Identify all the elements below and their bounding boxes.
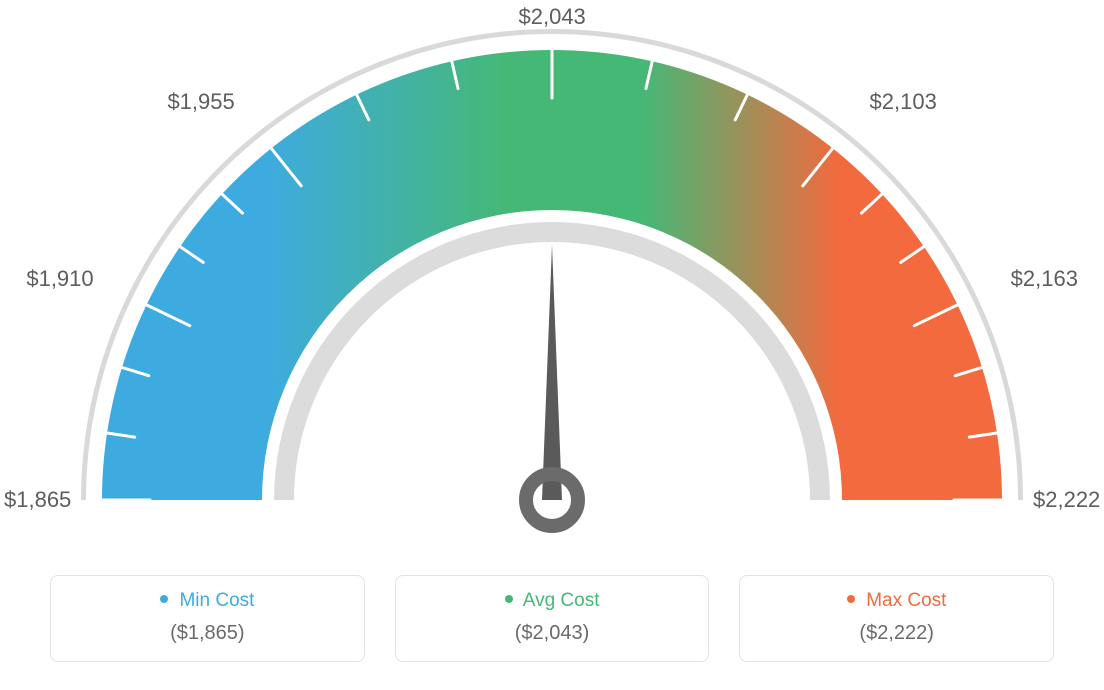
legend-card-avg: Avg Cost ($2,043) [395, 575, 710, 662]
legend-row: Min Cost ($1,865) Avg Cost ($2,043) Max … [50, 575, 1054, 662]
legend-label-max: Max Cost [866, 590, 946, 611]
legend-label-min: Min Cost [179, 590, 254, 611]
gauge-tick-label: $2,163 [1011, 266, 1078, 292]
legend-dot-min [160, 595, 168, 603]
gauge-tick-label: $2,103 [870, 89, 937, 115]
legend-value-avg: ($2,043) [406, 622, 699, 645]
legend-label-avg: Avg Cost [523, 590, 600, 611]
legend-title-max: Max Cost [750, 590, 1043, 612]
legend-dot-avg [505, 595, 513, 603]
gauge-svg [0, 0, 1104, 560]
cost-gauge-container: $1,865 $1,910 $1,955 $2,043 $2,103 $2,163 $2,2… [0, 0, 1104, 690]
legend-value-max: ($2,222) [750, 622, 1043, 645]
gauge-tick-label: $1,865 [4, 487, 71, 513]
legend-card-min: Min Cost ($1,865) [50, 575, 365, 662]
gauge-tick-label: $2,222 [1033, 487, 1100, 513]
legend-title-min: Min Cost [61, 590, 354, 612]
gauge-tick-label: $1,955 [167, 89, 234, 115]
legend-dot-max [847, 595, 855, 603]
legend-title-avg: Avg Cost [406, 590, 699, 612]
legend-card-max: Max Cost ($2,222) [739, 575, 1054, 662]
gauge-chart: $1,865 $1,910 $1,955 $2,043 $2,103 $2,163 $2,2… [0, 0, 1104, 560]
gauge-tick-label: $2,043 [519, 4, 586, 30]
gauge-tick-label: $1,910 [26, 266, 93, 292]
legend-value-min: ($1,865) [61, 622, 354, 645]
